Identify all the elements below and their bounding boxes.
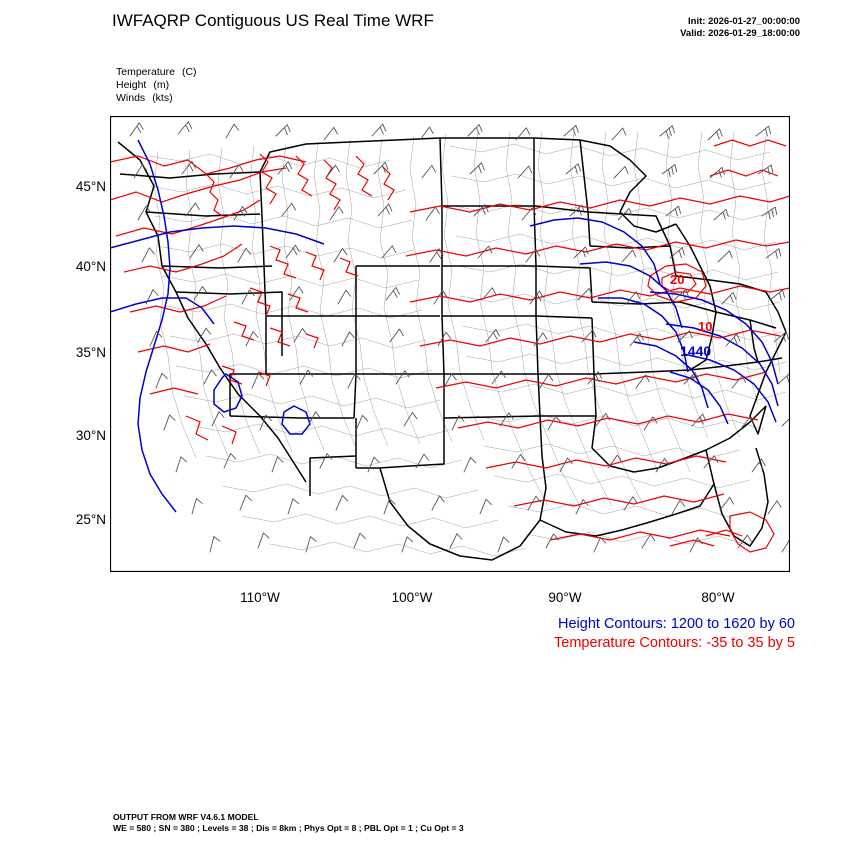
state-borders [117,137,787,561]
variable-legend-item-height: Height (m) [116,79,197,92]
variable-name: Height [116,79,147,91]
variable-units: (C) [181,66,197,78]
model-footer: OUTPUT FROM WRF V4.6.1 MODEL WE = 580 ; … [113,812,464,833]
footer-model-version: OUTPUT FROM WRF V4.6.1 MODEL [113,812,259,822]
variable-legend-item-temperature: Temperature (C) [116,66,197,79]
contour-labels: 1440 10 20 [670,272,712,359]
map-frame [110,116,790,572]
valid-time: Valid: 2026-01-29_18:00:00 [680,27,800,39]
variable-legend: Temperature (C) Height (m) Winds (kts) [116,66,197,105]
timestamp-block: Init: 2026-01-27_00:00:00 Valid: 2026-01… [655,16,800,39]
x-axis-tick-80w: 80°W [701,590,735,605]
y-axis-tick-25n: 25°N [75,512,106,527]
variable-units: (m) [153,79,170,91]
y-axis-tick-40n: 40°N [75,259,106,274]
temperature-contour-label-10: 10 [698,319,712,334]
y-axis-tick-45n: 45°N [75,179,106,194]
wind-barbs [129,121,790,553]
variable-legend-item-winds: Winds (kts) [116,92,197,105]
footer-model-config: WE = 580 ; SN = 380 ; Levels = 38 ; Dis … [113,822,464,833]
x-axis-tick-110w: 110°W [240,590,280,605]
init-time: Init: 2026-01-27_00:00:00 [688,16,800,27]
county-lines [149,131,787,557]
variable-name: Winds [116,92,146,104]
x-axis-tick-90w: 90°W [548,590,582,605]
height-contours [110,139,779,513]
y-axis-tick-35n: 35°N [75,345,106,360]
y-axis-tick-30n: 30°N [75,428,106,443]
weather-map[interactable]: 1440 10 20 [110,116,790,572]
variable-name: Temperature [116,66,175,78]
temperature-contour-label-20: 20 [670,272,684,287]
contour-legend: Height Contours: 1200 to 1620 by 60 Temp… [0,615,795,653]
variable-units: (kts) [152,92,173,104]
temperature-contour-legend: Temperature Contours: -35 to 35 by 5 [554,635,795,651]
height-contour-legend: Height Contours: 1200 to 1620 by 60 [558,616,795,632]
height-contour-label-1440: 1440 [680,343,711,359]
x-axis-tick-100w: 100°W [391,590,433,605]
page-title: IWFAQRP Contiguous US Real Time WRF [112,11,434,30]
